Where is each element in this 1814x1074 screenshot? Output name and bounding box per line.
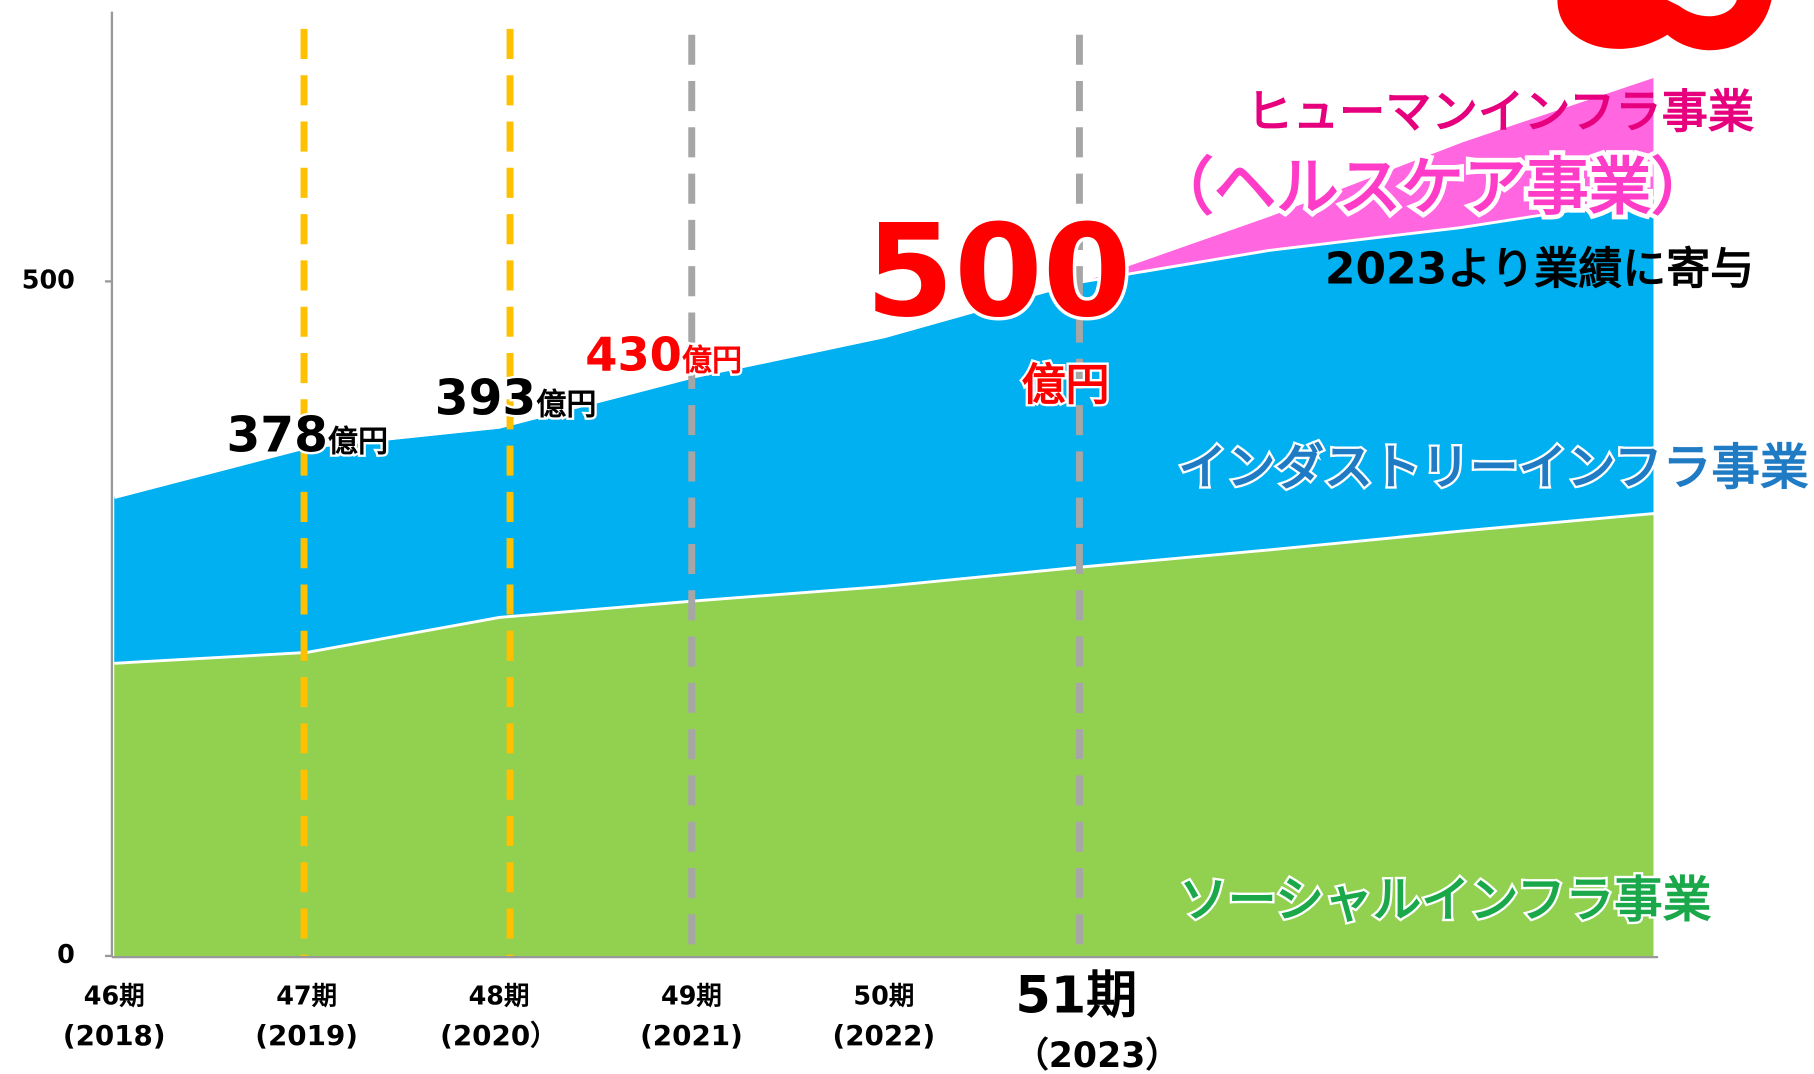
big-value-unit: 億円	[1022, 359, 1110, 410]
value-annotation: 378億円	[226, 407, 388, 463]
x-tick-label: 48期	[469, 982, 530, 1012]
x-tick-label: 49期	[661, 982, 722, 1012]
x-tick-year: (2020）	[440, 1019, 558, 1052]
big-value: 500	[866, 198, 1132, 346]
annotation-unit: 億円	[328, 424, 388, 459]
annotation-number: 393	[435, 370, 536, 426]
x-tick-year: (2022)	[833, 1019, 936, 1052]
series-label: インダストリーインフラ事業	[1178, 440, 1809, 496]
x-tick-label: 47期	[276, 982, 337, 1012]
y-tick-label: 500	[22, 265, 75, 295]
series-label: ヒューマンインフラ事業	[1246, 84, 1754, 138]
annotation-unit: 億円	[682, 343, 742, 378]
period-markers	[300, 28, 1083, 956]
area-edge	[113, 72, 1655, 499]
area	[114, 196, 1654, 662]
x-tick-label: 46期	[84, 982, 145, 1012]
area	[114, 512, 1654, 956]
infinity-logo	[1557, 0, 1772, 51]
annotation: 2023より業績に寄与	[1325, 244, 1754, 295]
annotation: （ヘルスケア事業）	[1151, 150, 1713, 223]
annotation-number: 378	[226, 407, 327, 463]
value-annotation: 393億円	[435, 370, 597, 426]
series-label: ソーシャルインフラ事業	[1179, 873, 1712, 929]
x-tick-year: (2018)	[63, 1019, 166, 1052]
x-tick-label: 50期	[853, 982, 914, 1012]
x-tick-year: (2021)	[640, 1019, 743, 1052]
annotation-unit: 億円	[536, 387, 596, 422]
x-tick-year: (2019)	[255, 1019, 358, 1052]
value-annotation: 430億円	[585, 327, 742, 381]
annotation-number: 430	[585, 327, 682, 381]
x-tick-year: （2023）	[1014, 1036, 1180, 1074]
y-tick-label: 0	[57, 940, 75, 970]
x-tick-label: 51期	[1015, 967, 1137, 1026]
